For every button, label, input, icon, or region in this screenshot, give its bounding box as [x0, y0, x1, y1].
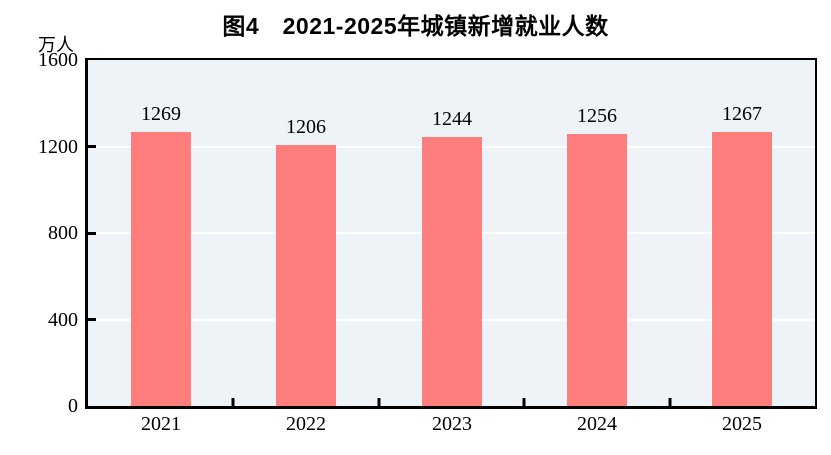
y-axis-label: 1200	[38, 136, 78, 158]
x-axis-label: 2024	[577, 413, 617, 435]
bar	[276, 145, 336, 406]
bar-value-label: 1244	[432, 108, 472, 130]
y-tick-mark	[88, 232, 96, 235]
y-axis-label: 800	[48, 222, 78, 244]
x-tick-mark	[668, 398, 672, 406]
y-axis-label: 0	[68, 395, 78, 417]
y-tick-mark	[88, 318, 96, 321]
x-tick-mark	[377, 398, 381, 406]
y-axis-unit-label: 万人	[38, 35, 74, 55]
chart-title: 图4 2021-2025年城镇新增就业人数	[222, 13, 609, 39]
bar	[422, 137, 482, 406]
bar	[131, 132, 191, 406]
bar-value-label: 1206	[286, 116, 326, 138]
bar-value-label: 1267	[722, 103, 762, 125]
bar	[712, 132, 772, 406]
x-axis-label: 2023	[432, 413, 472, 435]
x-axis-label: 2022	[286, 413, 326, 435]
plot-area: 1269 1206 1244 1256 1267	[85, 58, 817, 409]
x-tick-mark	[522, 398, 526, 406]
y-axis-label: 1600	[38, 49, 78, 71]
x-axis-label: 2025	[722, 413, 762, 435]
y-tick-mark	[88, 145, 96, 148]
y-axis-label: 400	[48, 309, 78, 331]
x-axis-label: 2021	[141, 413, 181, 435]
bar-value-label: 1269	[141, 103, 181, 125]
x-tick-mark	[231, 398, 235, 406]
bar	[567, 134, 627, 406]
bar-value-label: 1256	[577, 105, 617, 127]
